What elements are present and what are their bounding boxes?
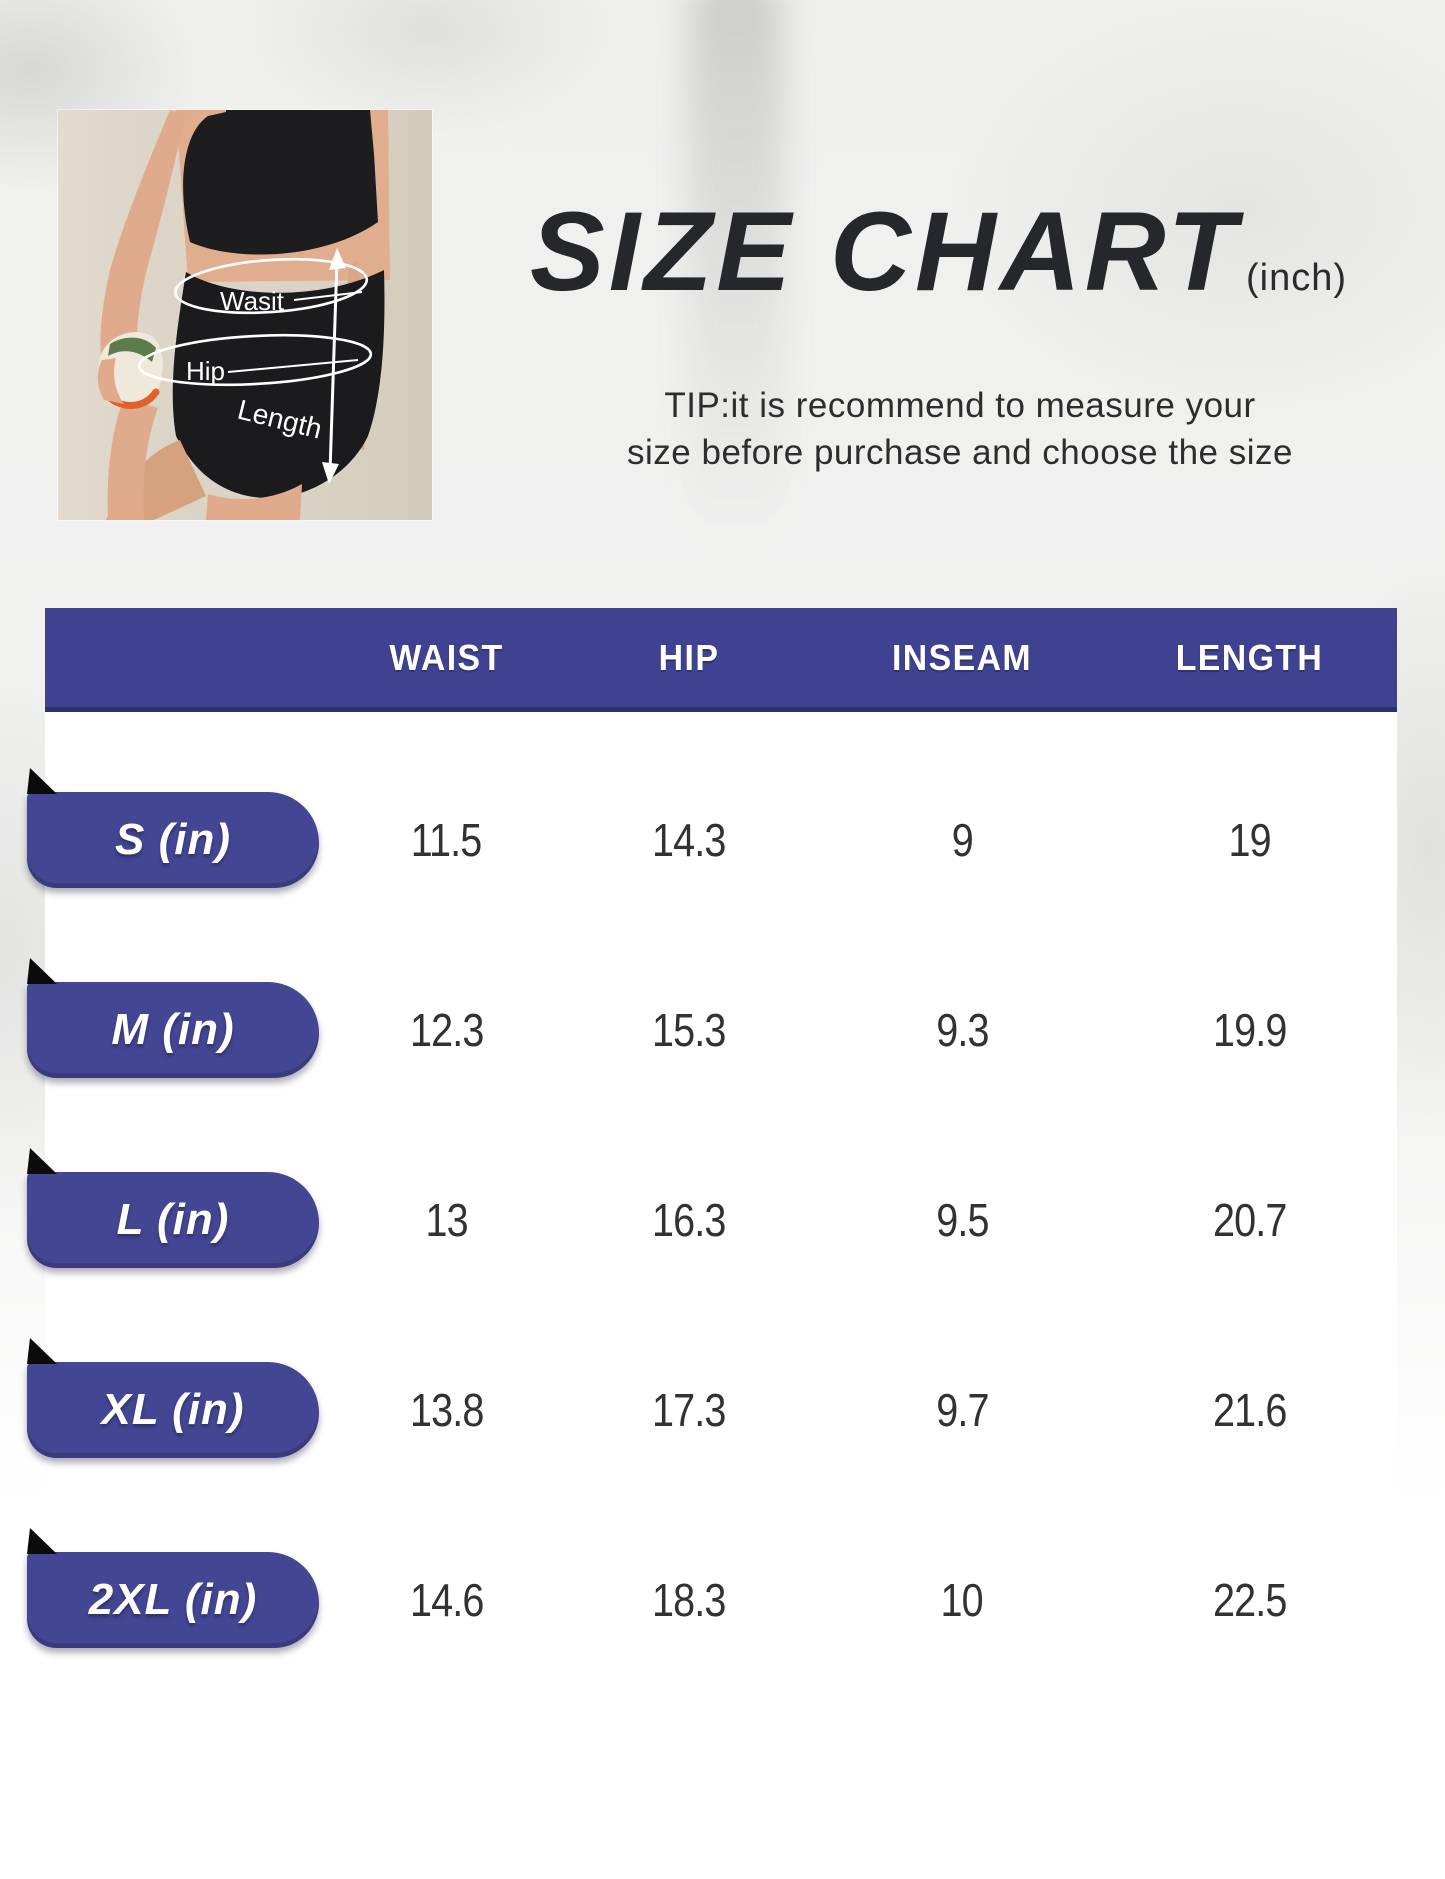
size-pill: S (in)	[27, 768, 319, 888]
column-header-hip: HIP	[658, 636, 720, 678]
length-value: 19.9	[1212, 1004, 1287, 1056]
size-pill-label: L (in)	[116, 1195, 230, 1244]
background-figure-silhouette	[688, 0, 784, 610]
size-cell: L (in)	[27, 1148, 337, 1268]
inseam-value: 9.5	[935, 1194, 989, 1246]
waist-value: 12.3	[409, 1004, 484, 1056]
inseam-value: 9.3	[935, 1004, 989, 1056]
table-row: L (in) 13 16.3 9.5 20.7	[27, 1148, 1397, 1268]
length-value: 22.5	[1212, 1574, 1287, 1626]
column-header-waist: WAIST	[389, 636, 504, 678]
hip-value: 14.3	[652, 814, 726, 866]
size-pill-label: 2XL (in)	[88, 1575, 258, 1624]
table-row: M (in) 12.3 15.3 9.3 19.9	[27, 958, 1397, 1078]
tip-line-2: size before purchase and choose the size	[627, 432, 1293, 472]
column-header-inseam: INSEAM	[891, 636, 1033, 678]
table-row: XL (in) 13.8 17.3 9.7 21.6	[27, 1338, 1397, 1458]
table-header: WAIST HIP INSEAM LENGTH	[45, 608, 1397, 712]
waist-value: 13	[425, 1194, 468, 1246]
waist-measure-ellipse	[173, 257, 369, 315]
hip-value: 15.3	[652, 1004, 726, 1056]
size-pill: XL (in)	[27, 1338, 319, 1458]
waist-value: 11.5	[411, 814, 482, 866]
inseam-value: 10	[940, 1574, 984, 1626]
table-body: S (in) 11.5 14.3 9 19 M (in) 12.3 15.3 9…	[27, 712, 1397, 1648]
size-cell: M (in)	[27, 958, 337, 1078]
size-pill-label: S (in)	[115, 815, 231, 864]
hip-measure-ellipse	[137, 333, 373, 387]
product-photo: Wasit Hip Length	[58, 110, 432, 520]
model-illustration: Wasit Hip Length	[58, 110, 432, 520]
size-pill-label: XL (in)	[101, 1385, 245, 1434]
inseam-value: 9.7	[935, 1384, 989, 1436]
size-cell: 2XL (in)	[27, 1528, 337, 1648]
title-block: SIZE CHART (inch)	[530, 196, 1347, 308]
page-title: SIZE CHART	[530, 189, 1240, 314]
table-row: S (in) 11.5 14.3 9 19	[27, 768, 1397, 888]
size-cell: XL (in)	[27, 1338, 337, 1458]
column-header-length: LENGTH	[1175, 636, 1324, 678]
size-pill: 2XL (in)	[27, 1528, 319, 1648]
inseam-value: 9	[951, 814, 973, 866]
hip-label: Hip	[186, 356, 225, 386]
size-pill-label: M (in)	[111, 1005, 235, 1054]
table-row: 2XL (in) 14.6 18.3 10 22.5	[27, 1528, 1397, 1648]
hip-value: 18.3	[652, 1574, 726, 1626]
length-value: 21.6	[1212, 1384, 1287, 1436]
waist-value: 14.6	[409, 1574, 484, 1626]
length-measure-arrow	[328, 259, 339, 473]
tip-text: TIP:it is recommend to measure your size…	[505, 383, 1415, 476]
size-cell: S (in)	[27, 768, 337, 888]
title-unit: (inch)	[1245, 257, 1348, 299]
waist-label: Wasit	[220, 286, 285, 316]
size-pill: M (in)	[27, 958, 319, 1078]
waist-value: 13.8	[409, 1384, 484, 1436]
size-pill: L (in)	[27, 1148, 319, 1268]
hip-value: 16.3	[652, 1194, 726, 1246]
length-value: 19	[1228, 814, 1271, 866]
length-value: 20.7	[1212, 1194, 1287, 1246]
hip-value: 17.3	[652, 1384, 726, 1436]
size-table: WAIST HIP INSEAM LENGTH S (in) 11.5 14.3…	[27, 608, 1397, 1879]
tip-line-1: TIP:it is recommend to measure your	[664, 386, 1256, 425]
